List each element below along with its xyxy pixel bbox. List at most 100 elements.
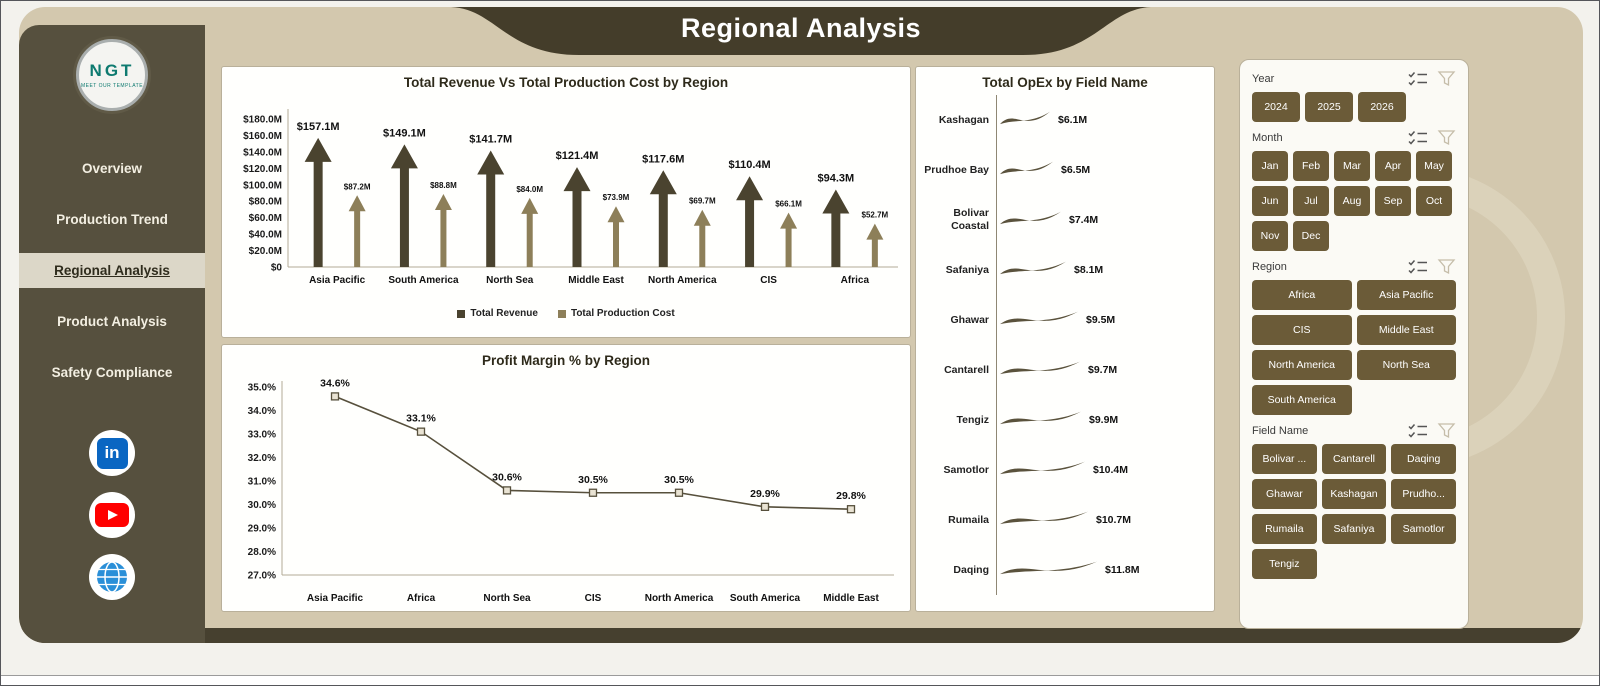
opex-row-prudhoe-bay[interactable]: Prudhoe Bay $6.5M bbox=[920, 145, 1210, 195]
filter-options-region: Africa Asia Pacific CIS Middle East North Am… bbox=[1252, 280, 1456, 415]
filter-option-month-nov[interactable]: Nov bbox=[1252, 221, 1288, 251]
filter-option-region-asia-pacific[interactable]: Asia Pacific bbox=[1356, 280, 1456, 310]
svg-text:$180.0M: $180.0M bbox=[243, 115, 282, 126]
opex-category-label: Samotlor bbox=[943, 463, 989, 476]
filter-option-field-name-cantarell[interactable]: Cantarell bbox=[1321, 444, 1387, 474]
filter-option-field-name-kashagan[interactable]: Kashagan bbox=[1321, 479, 1387, 509]
select-all-icon[interactable] bbox=[1407, 422, 1429, 439]
line-point-cis[interactable]: 30.5% CIS bbox=[578, 474, 608, 604]
revenue-cost-chart[interactable]: $180.0M $160.0M $140.0M $120.0M $100.0M $80.0… bbox=[226, 93, 906, 307]
select-all-icon[interactable] bbox=[1407, 129, 1429, 146]
web-icon[interactable] bbox=[89, 554, 135, 600]
filter-option-month-may[interactable]: May bbox=[1416, 151, 1452, 181]
bar-group-middle-east[interactable]: $121.4M $73.9M Middle East bbox=[556, 150, 630, 286]
line-point-middle-east[interactable]: 29.8% Middle East bbox=[823, 490, 879, 604]
opex-value-label: $10.7M bbox=[1096, 514, 1132, 526]
filter-option-year-2026[interactable]: 2026 bbox=[1358, 92, 1406, 122]
opex-row-rumaila[interactable]: Rumaila $10.7M bbox=[920, 495, 1210, 545]
filter-option-month-mar[interactable]: Mar bbox=[1334, 151, 1370, 181]
opex-category-label: Cantarell bbox=[944, 363, 989, 376]
filter-option-month-jul[interactable]: Jul bbox=[1293, 186, 1329, 216]
legend-item-total-production-cost[interactable]: Total Production Cost bbox=[557, 308, 675, 319]
filter-options-month: Jan Feb Mar Apr May Jun Jul Aug Sep Oct Nov Dec bbox=[1252, 151, 1456, 251]
line-point-africa[interactable]: 33.1% Africa bbox=[406, 413, 436, 604]
opex-value-label: $9.9M bbox=[1089, 414, 1119, 426]
svg-text:North America: North America bbox=[648, 275, 717, 286]
filter-options-year: 2024 2025 2026 bbox=[1252, 92, 1456, 122]
filter-option-month-dec[interactable]: Dec bbox=[1293, 221, 1329, 251]
filter-option-field-name-bolivar[interactable]: Bolivar ... bbox=[1252, 444, 1317, 474]
opex-value-label: $10.4M bbox=[1093, 464, 1129, 476]
filter-option-field-name-samotlor[interactable]: Samotlor bbox=[1391, 514, 1456, 544]
filter-section-month: Month Jan Feb Mar Apr May Jun Jul Aug Sep Oct Nov De… bbox=[1252, 129, 1456, 251]
filter-option-field-name-daqing[interactable]: Daqing bbox=[1391, 444, 1456, 474]
svg-text:South America: South America bbox=[730, 593, 801, 604]
logo-text: NGT bbox=[89, 61, 135, 80]
filter-option-month-aug[interactable]: Aug bbox=[1334, 186, 1370, 216]
bar-group-north-america[interactable]: $117.6M $69.7M North America bbox=[642, 153, 717, 286]
opex-row-tengiz[interactable]: Tengiz $9.9M bbox=[920, 395, 1210, 445]
legend-item-total-revenue[interactable]: Total Revenue bbox=[457, 308, 538, 319]
clear-filter-icon[interactable] bbox=[1437, 258, 1456, 275]
filter-option-month-sep[interactable]: Sep bbox=[1375, 186, 1411, 216]
svg-text:$69.7M: $69.7M bbox=[689, 197, 716, 206]
filter-option-field-name-safaniya[interactable]: Safaniya bbox=[1321, 514, 1387, 544]
sidebar-item-production-trend[interactable]: Production Trend bbox=[56, 212, 168, 227]
filter-option-month-jun[interactable]: Jun bbox=[1252, 186, 1288, 216]
filter-option-region-north-america[interactable]: North America bbox=[1252, 350, 1352, 380]
dashboard-canvas: Regional Analysis NGT MEET OUR TEMPLATE … bbox=[19, 7, 1583, 643]
revenue-cost-chart-card: Total Revenue Vs Total Production Cost b… bbox=[221, 66, 911, 338]
filter-option-month-oct[interactable]: Oct bbox=[1416, 186, 1452, 216]
clear-filter-icon[interactable] bbox=[1437, 422, 1456, 439]
filter-option-year-2025[interactable]: 2025 bbox=[1305, 92, 1353, 122]
bar-group-cis[interactable]: $110.4M $66.1M CIS bbox=[728, 159, 802, 286]
opex-category-label: Kashagan bbox=[938, 113, 989, 126]
filter-option-month-apr[interactable]: Apr bbox=[1375, 151, 1411, 181]
filter-option-month-jan[interactable]: Jan bbox=[1252, 151, 1288, 181]
revenue-cost-chart-title: Total Revenue Vs Total Production Cost b… bbox=[403, 75, 729, 90]
bar-group-south-america[interactable]: $149.1M $88.8M South America bbox=[383, 127, 459, 286]
linkedin-icon[interactable]: in bbox=[89, 430, 135, 476]
line-point-asia-pacific[interactable]: 34.6% Asia Pacific bbox=[307, 377, 364, 604]
line-point-north-sea[interactable]: 30.6% North Sea bbox=[483, 471, 531, 604]
opex-swoosh-shape bbox=[1000, 161, 1053, 175]
filter-option-year-2024[interactable]: 2024 bbox=[1252, 92, 1300, 122]
opex-row-daqing[interactable]: Daqing $11.8M bbox=[920, 545, 1210, 595]
line-point-north-america[interactable]: 30.5% North America bbox=[645, 474, 714, 604]
filter-option-month-feb[interactable]: Feb bbox=[1293, 151, 1329, 181]
bar-group-africa[interactable]: $94.3M $52.7M Africa bbox=[818, 172, 889, 286]
filter-option-region-south-america[interactable]: South America bbox=[1252, 385, 1352, 415]
svg-text:29.0%: 29.0% bbox=[248, 524, 276, 535]
opex-row-ghawar[interactable]: Ghawar $9.5M bbox=[920, 295, 1210, 345]
filter-option-region-africa[interactable]: Africa bbox=[1252, 280, 1352, 310]
clear-filter-icon[interactable] bbox=[1437, 70, 1456, 87]
filter-option-field-name-prudho[interactable]: Prudho... bbox=[1391, 479, 1456, 509]
opex-row-bolivar-coastal[interactable]: Bolivar Coastal $7.4M bbox=[920, 195, 1210, 245]
filter-option-region-cis[interactable]: CIS bbox=[1252, 315, 1352, 345]
clear-filter-icon[interactable] bbox=[1437, 129, 1456, 146]
sidebar-item-product-analysis[interactable]: Product Analysis bbox=[57, 314, 167, 329]
sidebar-item-safety-compliance[interactable]: Safety Compliance bbox=[51, 365, 173, 380]
sidebar-item-regional-analysis[interactable]: Regional Analysis bbox=[19, 253, 205, 288]
bar-group-asia-pacific[interactable]: $157.1M $87.2M Asia Pacific bbox=[297, 121, 371, 286]
svg-text:CIS: CIS bbox=[585, 593, 602, 604]
filter-option-region-middle-east[interactable]: Middle East bbox=[1356, 315, 1456, 345]
svg-text:Middle East: Middle East bbox=[568, 275, 624, 286]
youtube-icon[interactable] bbox=[89, 492, 135, 538]
filter-option-region-north-sea[interactable]: North Sea bbox=[1356, 350, 1456, 380]
select-all-icon[interactable] bbox=[1407, 258, 1429, 275]
svg-text:$110.4M: $110.4M bbox=[728, 159, 770, 171]
filter-option-field-name-rumaila[interactable]: Rumaila bbox=[1252, 514, 1317, 544]
opex-row-safaniya[interactable]: Safaniya $8.1M bbox=[920, 245, 1210, 295]
bar-group-north-sea[interactable]: $141.7M $84.0M North Sea bbox=[469, 133, 543, 286]
opex-row-kashagan[interactable]: Kashagan $6.1M bbox=[920, 95, 1210, 145]
line-point-south-america[interactable]: 29.9% South America bbox=[730, 488, 801, 604]
svg-text:30.5%: 30.5% bbox=[664, 474, 694, 486]
opex-row-cantarell[interactable]: Cantarell $9.7M bbox=[920, 345, 1210, 395]
select-all-icon[interactable] bbox=[1407, 70, 1429, 87]
profit-margin-chart[interactable]: 35.0% 34.0% 33.0% 32.0% 31.0% 30.0% 29.0% 28.0%… bbox=[226, 371, 906, 609]
filter-option-field-name-tengiz[interactable]: Tengiz bbox=[1252, 549, 1317, 579]
opex-row-samotlor[interactable]: Samotlor $10.4M bbox=[920, 445, 1210, 495]
sidebar-item-overview[interactable]: Overview bbox=[81, 161, 143, 176]
filter-option-field-name-ghawar[interactable]: Ghawar bbox=[1252, 479, 1317, 509]
